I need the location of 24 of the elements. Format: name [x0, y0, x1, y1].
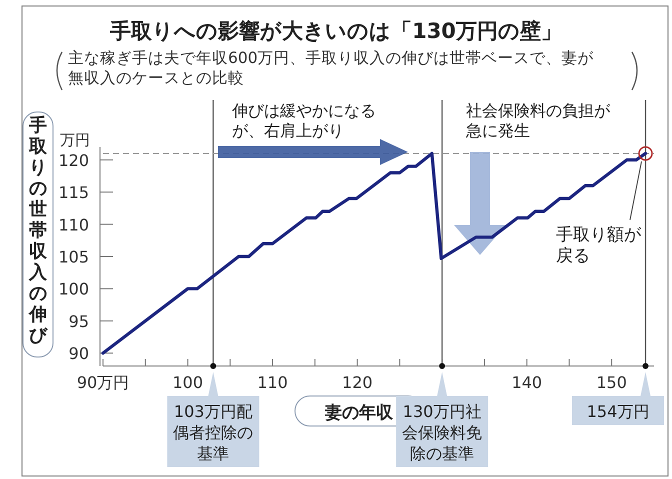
y-tick-label: 100	[58, 280, 89, 299]
ref-line-label: 130万円社会保険料免除の基準	[402, 402, 482, 463]
y-tick-label: 105	[58, 248, 89, 266]
chart-title: 手取りへの影響が大きいのは「130万円の壁」	[109, 19, 562, 43]
text: 万円	[60, 131, 90, 149]
x-tick-label: 90万円	[76, 373, 130, 392]
y-tick-label: 110	[58, 215, 89, 234]
x-axis-title: 妻の年収	[324, 403, 394, 423]
y-tick-label: 120	[58, 150, 89, 170]
text: 手取りの世帯収入の伸び	[29, 115, 47, 346]
x-tick-label: 110	[257, 373, 288, 392]
y-tick-label: 115	[58, 183, 89, 202]
x-tick-label: 150	[596, 373, 627, 392]
x-tick-label: 100	[172, 373, 204, 392]
ref-line-label: 103万円配偶者控除の基準	[173, 402, 254, 463]
chart-subtitle: 主な稼ぎ手は夫で年収600万円、手取り収入の伸びは世帯ベースで、妻が無収入のケースとの比較	[68, 49, 595, 87]
text: 伸びは緩やかになるが、右肩上がり	[231, 101, 376, 140]
annotation: 手取り額が戻る	[556, 225, 642, 266]
ref-line-label: 154万円	[586, 402, 650, 421]
text: 社会保険料の負担が急に発生	[465, 101, 611, 140]
y-tick-label: 95	[68, 312, 89, 331]
y-tick-label: 90	[68, 344, 89, 364]
x-tick-label: 140	[512, 373, 542, 392]
x-tick-label: 120	[342, 373, 373, 392]
